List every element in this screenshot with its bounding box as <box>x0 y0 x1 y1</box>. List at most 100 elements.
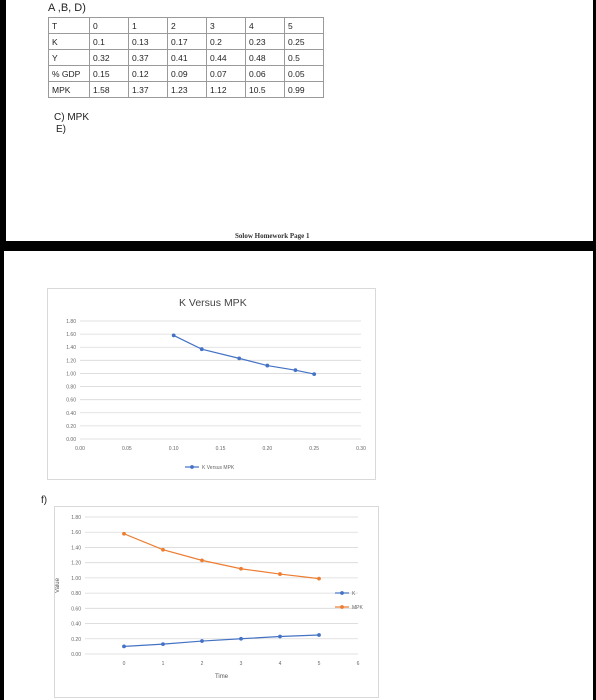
table-cell: 5 <box>284 17 324 34</box>
table-cell: 0.12 <box>128 65 168 82</box>
table-row-label: % GDP <box>48 65 90 82</box>
table-cell: 0.37 <box>128 49 168 66</box>
table-cell: 0.25 <box>284 33 324 50</box>
x-tick-label: 0.15 <box>216 446 226 452</box>
chart-k-versus-mpk: K Versus MPK 0.00 0.20 0.40 0.60 0.80 1.00 1.2… <box>47 288 376 480</box>
document-page-2: K Versus MPK 0.00 0.20 0.40 0.60 0.80 1.00 1.2… <box>4 251 593 700</box>
table-cell: 0.44 <box>206 49 246 66</box>
y-tick-label: 0.80 <box>66 385 76 391</box>
x-tick-label: 0.20 <box>262 446 272 452</box>
legend-marker <box>340 605 344 609</box>
y-tick-label: 1.80 <box>71 515 81 521</box>
data-point <box>239 566 243 571</box>
table-row: Y 0.32 0.37 0.41 0.44 0.48 0.5 <box>48 49 324 66</box>
x-tick-label: 2 <box>201 661 204 667</box>
table-cell: 0.5 <box>284 49 324 66</box>
x-tick-label: 0.00 <box>75 446 85 452</box>
chart-k-mpk-vs-time: 0.00 0.20 0.40 0.60 0.80 1.00 1.20 1.40 1.60 1.80… <box>54 506 379 698</box>
data-point <box>122 644 126 649</box>
table-cell: 0.13 <box>128 33 168 50</box>
table-cell: 1.37 <box>128 81 168 98</box>
x-tick-label: 5 <box>318 661 321 667</box>
data-point <box>239 636 243 641</box>
page-footer: Solow Homework Page 1 <box>235 232 310 240</box>
table-row: K 0.1 0.13 0.17 0.2 0.23 0.25 <box>48 33 324 50</box>
table-cell: 0.2 <box>206 33 246 50</box>
table-row-label: Y <box>48 49 90 66</box>
table-cell: 0.09 <box>167 65 207 82</box>
table-row-label: T <box>48 17 90 34</box>
chart-title: K Versus MPK <box>179 297 247 309</box>
table-cell: 3 <box>206 17 246 34</box>
table-cell: 0.1 <box>89 33 129 50</box>
x-tick-label: 4 <box>279 661 282 667</box>
table-cell: 0.07 <box>206 65 246 82</box>
data-point <box>278 572 282 576</box>
y-tick-label: 0.60 <box>71 606 81 612</box>
y-tick-label: 0.40 <box>66 411 76 417</box>
x-tick-label: 0.30 <box>356 446 366 452</box>
x-axis-label: Time <box>215 674 229 680</box>
table-cell: 0.99 <box>284 81 324 98</box>
chart-k-mpk-vs-time-svg: 0.00 0.20 0.40 0.60 0.80 1.00 1.20 1.40 1.60 1.80… <box>55 515 364 680</box>
y-tick-label: 0.00 <box>71 652 81 658</box>
y-tick-label: 0.00 <box>66 437 76 443</box>
document-page-1: A ,B, D) T 0 1 2 3 4 5 K 0.1 0.13 0.17 0.2 0.23 0.25 Y… <box>6 0 593 241</box>
y-axis-label: Value <box>55 577 61 593</box>
table-cell: 0.15 <box>89 65 129 82</box>
y-tick-label: 1.40 <box>66 345 76 351</box>
table-cell: 1 <box>128 17 168 34</box>
table-row: % GDP 0.15 0.12 0.09 0.07 0.06 0.05 <box>48 65 324 82</box>
section-header-abd: A ,B, D) <box>48 2 86 14</box>
table-cell: 0.48 <box>245 49 285 66</box>
section-f-label: f) <box>41 495 48 506</box>
x-tick-label: 0.05 <box>122 446 132 452</box>
series-line <box>123 533 320 580</box>
y-tick-label: 0.20 <box>66 424 76 430</box>
table-row-label: K <box>48 33 90 50</box>
chart-k-versus-mpk-svg: 0.00 0.20 0.40 0.60 0.80 1.00 1.20 1.40 1.60 1.80… <box>66 319 366 471</box>
legend-label: K <box>352 591 356 597</box>
table-cell: 0.32 <box>89 49 129 66</box>
data-point <box>199 347 204 352</box>
data-point <box>312 372 317 376</box>
table-cell: 1.12 <box>206 81 246 98</box>
x-tick-label: 0.25 <box>309 446 319 452</box>
x-tick-label: 6 <box>357 661 360 667</box>
table-cell: 2 <box>167 17 207 34</box>
data-point <box>161 547 165 552</box>
data-point <box>317 633 321 637</box>
series-line <box>123 634 320 647</box>
legend-label: K Versus MPK <box>202 465 235 471</box>
data-point <box>293 368 298 373</box>
data-table: T 0 1 2 3 4 5 K 0.1 0.13 0.17 0.2 0.23 0.25 Y 0.32 0.37 0… <box>48 17 324 98</box>
data-point <box>161 642 165 647</box>
y-tick-label: 1.80 <box>66 319 76 325</box>
table-cell: 1.58 <box>89 81 129 98</box>
y-tick-label: 1.20 <box>66 358 76 364</box>
table-cell: 10.5 <box>245 81 285 98</box>
data-point <box>317 576 321 581</box>
table-row-label: MPK <box>48 81 90 98</box>
y-tick-label: 0.60 <box>66 398 76 404</box>
table-cell: 1.23 <box>167 81 207 98</box>
y-tick-label: 1.60 <box>66 332 76 338</box>
y-tick-label: 1.60 <box>71 530 81 536</box>
x-tick-label: 3 <box>240 661 243 667</box>
y-tick-label: 1.00 <box>71 576 81 582</box>
x-tick-label: 0 <box>123 661 126 667</box>
y-tick-label: 1.40 <box>71 545 81 551</box>
y-tick-label: 0.20 <box>71 637 81 643</box>
legend-marker <box>340 591 344 595</box>
y-tick-label: 1.20 <box>71 561 81 567</box>
note-c-mpk: C) MPK <box>54 112 89 123</box>
table-cell: 0 <box>89 17 129 34</box>
data-point <box>200 558 204 563</box>
table-cell: 0.17 <box>167 33 207 50</box>
data-point <box>122 531 126 536</box>
y-tick-label: 0.40 <box>71 622 81 628</box>
y-tick-label: 1.00 <box>66 371 76 377</box>
data-point <box>265 363 270 368</box>
note-e: E) <box>56 124 66 135</box>
